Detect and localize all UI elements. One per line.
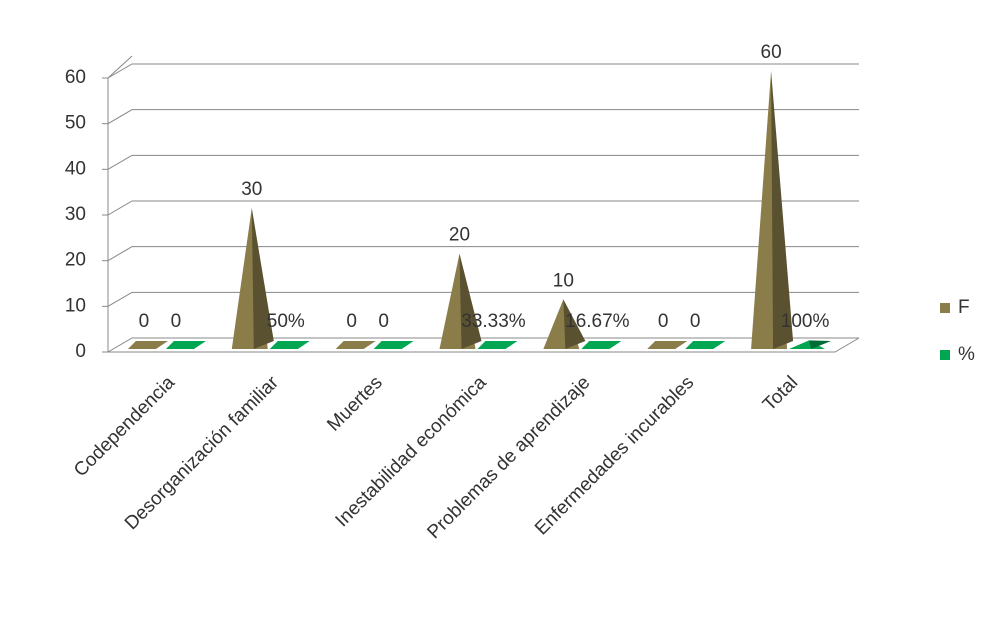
value-label: 0 bbox=[171, 311, 182, 332]
pyramid bbox=[269, 341, 310, 349]
x-tick-label: Muertes bbox=[323, 372, 386, 435]
legend-swatch bbox=[940, 303, 950, 313]
pyramid bbox=[165, 341, 206, 349]
y-tick-label: 20 bbox=[65, 250, 86, 271]
pyramid bbox=[335, 341, 376, 349]
value-label: 20 bbox=[449, 225, 470, 246]
legend-swatch bbox=[940, 350, 950, 360]
pyramid bbox=[127, 341, 168, 349]
pyramid bbox=[647, 341, 688, 349]
legend-label: % bbox=[958, 344, 975, 365]
pyramid bbox=[373, 341, 414, 349]
legend-label: F bbox=[958, 297, 970, 318]
pyramid-shade bbox=[459, 253, 482, 349]
side-wall bbox=[107, 55, 860, 353]
value-label: 0 bbox=[139, 311, 150, 332]
grid-line bbox=[107, 109, 859, 125]
value-label: 0 bbox=[378, 311, 389, 332]
grid-line bbox=[107, 291, 859, 307]
grid-line bbox=[107, 63, 859, 79]
pyramid-shade bbox=[809, 340, 832, 349]
grid-line bbox=[107, 337, 859, 353]
grid-line bbox=[107, 154, 859, 170]
value-label: 0 bbox=[658, 311, 669, 332]
value-label: 50% bbox=[267, 311, 305, 332]
y-tick-label: 30 bbox=[65, 204, 86, 225]
value-label: 10 bbox=[553, 270, 574, 291]
x-tick-label: Total bbox=[759, 372, 802, 415]
y-tick-label: 0 bbox=[75, 341, 86, 362]
value-label: 0 bbox=[346, 311, 357, 332]
pyramid-shade bbox=[771, 71, 794, 349]
y-tick-label: 50 bbox=[65, 113, 86, 134]
value-label: 30 bbox=[241, 179, 262, 200]
y-tick-label: 40 bbox=[65, 158, 86, 179]
pyramid bbox=[581, 341, 622, 349]
value-label: 60 bbox=[761, 42, 782, 63]
grid-line bbox=[107, 246, 859, 262]
pyramid bbox=[685, 341, 726, 349]
value-label: 100% bbox=[781, 311, 830, 332]
pyramid bbox=[477, 341, 518, 349]
value-label: 33.33% bbox=[461, 311, 526, 332]
y-tick-label: 10 bbox=[65, 295, 86, 316]
grid-line bbox=[107, 200, 859, 216]
x-tick-label: Codependencia bbox=[70, 372, 179, 481]
value-label: 16.67% bbox=[565, 311, 630, 332]
value-label: 0 bbox=[690, 311, 701, 332]
pyramid-shade bbox=[563, 299, 586, 349]
pyramid-shade bbox=[251, 208, 274, 349]
y-tick-label: 60 bbox=[65, 67, 86, 88]
